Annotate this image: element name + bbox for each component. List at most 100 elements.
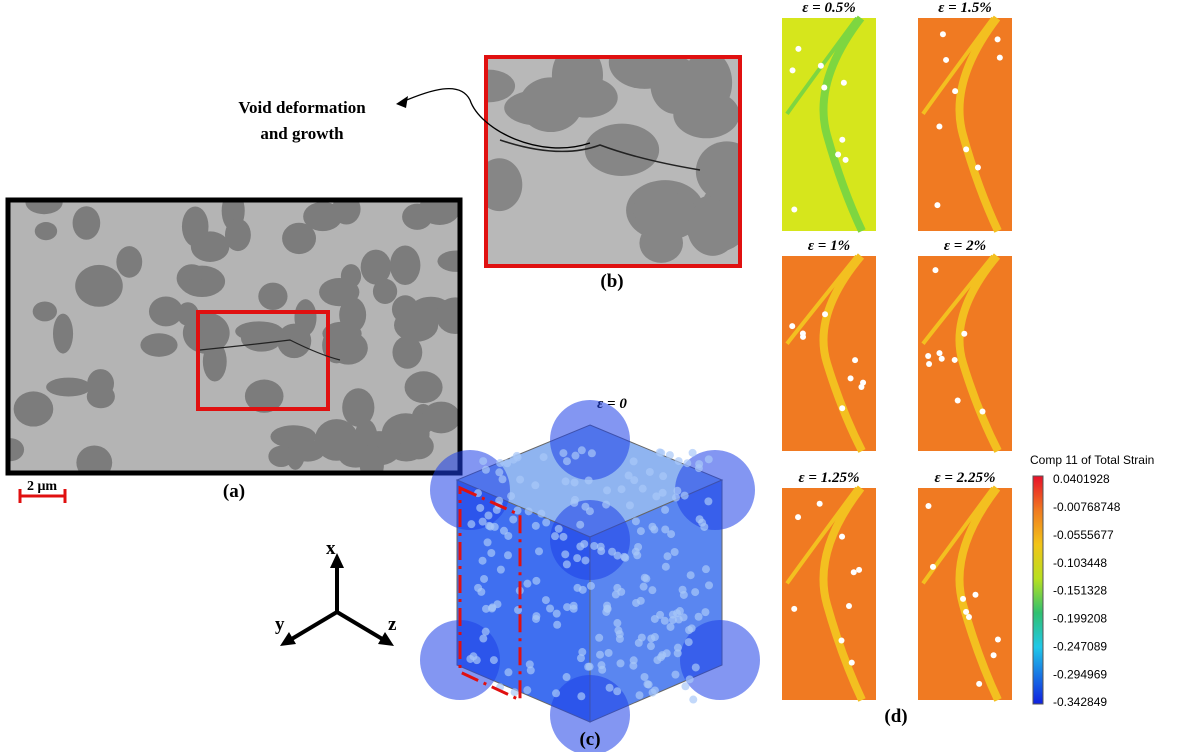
particle: [648, 586, 656, 594]
grain: [437, 250, 475, 271]
void: [821, 85, 827, 91]
particle: [680, 613, 688, 621]
particle: [523, 580, 531, 588]
particle: [571, 452, 579, 460]
void: [976, 681, 982, 687]
particle: [570, 602, 578, 610]
panel-label: (c): [579, 729, 600, 750]
particle: [673, 487, 681, 495]
particle: [648, 523, 656, 531]
particle: [546, 604, 554, 612]
grain: [390, 246, 420, 285]
grain: [519, 77, 582, 132]
colorbar-tick-label: -0.199208: [1053, 612, 1107, 626]
grain: [282, 223, 316, 254]
strain-map: [782, 256, 876, 451]
particle: [701, 608, 709, 616]
particle: [632, 599, 640, 607]
particle: [704, 497, 712, 505]
particle: [686, 675, 694, 683]
grain: [182, 206, 209, 246]
particle: [634, 543, 642, 551]
void: [843, 157, 849, 163]
strain-label: ε = 0.5%: [802, 0, 855, 16]
annotation: and growth: [260, 124, 344, 143]
particle: [613, 687, 621, 695]
particle: [584, 663, 592, 671]
particle: [705, 581, 713, 589]
grain: [696, 141, 758, 201]
cube: [420, 400, 760, 752]
grain: [650, 56, 701, 114]
void: [934, 202, 940, 208]
particle: [597, 661, 605, 669]
particle: [597, 547, 605, 555]
particle: [570, 499, 578, 507]
colorbar-tick-label: -0.151328: [1053, 584, 1107, 598]
particle: [661, 506, 669, 514]
colorbar-tick-label: -0.247089: [1053, 639, 1107, 653]
particle: [625, 472, 633, 480]
particle: [504, 532, 512, 540]
colorbar-tick-label: -0.103448: [1053, 556, 1107, 570]
void: [795, 514, 801, 520]
grain: [436, 297, 475, 334]
particle: [662, 563, 670, 571]
particle: [651, 615, 659, 623]
particle: [542, 518, 550, 526]
particle: [532, 612, 540, 620]
particle: [559, 449, 567, 457]
void: [795, 46, 801, 52]
colorbar-tick-label: -0.00768748: [1053, 500, 1121, 514]
void: [790, 67, 796, 73]
particle: [641, 673, 649, 681]
grain: [46, 378, 91, 397]
void: [963, 146, 969, 152]
particle: [689, 449, 697, 457]
particle: [606, 684, 614, 692]
particle: [658, 651, 666, 659]
particle: [688, 624, 696, 632]
particle: [602, 501, 610, 509]
particle: [504, 551, 512, 559]
page: 2 μm (a) (b) Void deformation and growth…: [0, 0, 1181, 752]
particle: [590, 542, 598, 550]
particle: [482, 628, 490, 636]
particle: [578, 446, 586, 454]
particle: [617, 659, 625, 667]
particle: [511, 688, 519, 696]
particle: [705, 455, 713, 463]
particle: [640, 583, 648, 591]
void: [972, 592, 978, 598]
particle: [523, 686, 531, 694]
particle: [504, 668, 512, 676]
grain: [342, 388, 374, 427]
particle: [479, 457, 487, 465]
panel-label: (b): [600, 271, 623, 292]
grain: [419, 193, 460, 225]
axis-name: x: [326, 538, 336, 559]
void: [841, 80, 847, 86]
grain: [33, 301, 57, 321]
void: [980, 408, 986, 414]
void: [851, 569, 857, 575]
particle: [474, 584, 482, 592]
grain: [315, 419, 359, 461]
particle: [537, 510, 545, 518]
colorbar-title: Comp 11 of Total Strain: [1030, 453, 1154, 467]
particle: [695, 613, 703, 621]
particle: [561, 550, 569, 558]
particle: [632, 517, 640, 525]
particle: [630, 457, 638, 465]
particle: [614, 626, 622, 634]
particle: [482, 605, 490, 613]
particle: [467, 520, 475, 528]
grain: [270, 425, 316, 448]
grain: [392, 295, 419, 323]
particle: [667, 530, 675, 538]
void: [835, 152, 841, 158]
colorbar-tick-label: 0.0401928: [1053, 472, 1110, 486]
particle: [646, 468, 654, 476]
particle: [629, 662, 637, 670]
void: [936, 350, 942, 356]
